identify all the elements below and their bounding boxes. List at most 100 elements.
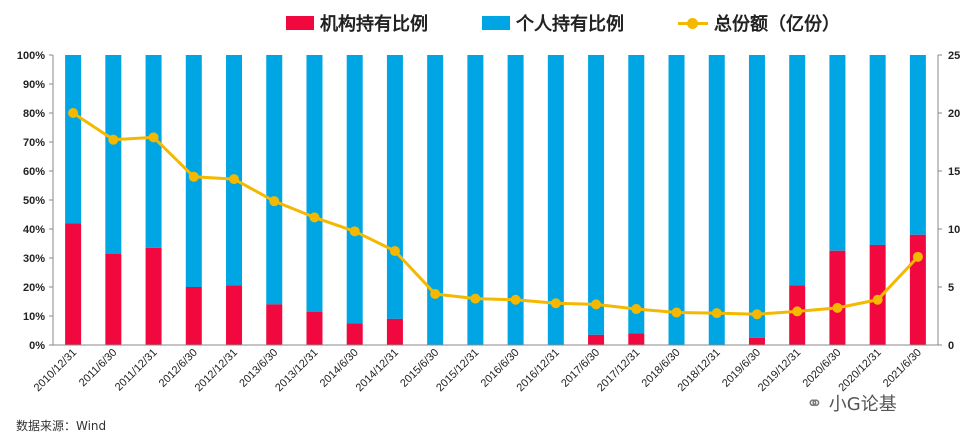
bar-institution <box>105 253 122 345</box>
bar-institution <box>65 223 82 345</box>
y-right-tick-label: 15 <box>948 166 960 178</box>
bar-institution <box>909 234 926 345</box>
point-total-shares <box>792 306 803 317</box>
bar-individual <box>628 55 645 334</box>
bar-individual <box>105 55 122 254</box>
bar-institution <box>185 287 202 345</box>
x-tick-label: 2014/12/31 <box>354 347 401 394</box>
x-tick-label: 2020/6/30 <box>800 347 843 390</box>
bar-individual <box>789 55 806 286</box>
point-total-shares <box>309 212 320 223</box>
bar-individual <box>306 55 323 312</box>
y-right-tick-label: 20 <box>948 108 960 120</box>
bar-institution <box>306 311 323 345</box>
point-total-shares <box>912 251 923 262</box>
bar-individual <box>507 55 524 345</box>
data-source-note: 数据来源：Wind <box>16 419 107 433</box>
y-left-tick-label: 10% <box>23 311 45 323</box>
y-right-tick-label: 25 <box>948 50 960 62</box>
bar-institution <box>386 318 403 345</box>
bar-individual <box>145 55 162 248</box>
watermark: ⚭ 小G论基 <box>806 390 897 416</box>
bar-individual <box>346 55 363 324</box>
bar-institution <box>628 333 645 345</box>
x-tick-label: 2012/12/31 <box>193 347 240 394</box>
bar-individual <box>226 55 243 286</box>
y-right-tick-label: 5 <box>948 282 954 294</box>
legend-label-institution: 机构持有比例 <box>320 14 428 35</box>
chart-legend: 机构持有比例 个人持有比例 总份额（亿份） <box>0 10 976 38</box>
x-tick-label: 2011/6/30 <box>77 347 120 390</box>
x-tick-label: 2016/12/31 <box>515 347 562 394</box>
bar-individual <box>266 55 283 305</box>
y-left-tick-label: 50% <box>23 195 45 207</box>
legend-item-institution: 机构持有比例 <box>286 10 428 36</box>
x-tick-label: 2016/6/30 <box>479 347 522 390</box>
legend-swatch-total-shares <box>678 16 708 30</box>
point-total-shares <box>872 294 883 305</box>
y-left-tick-label: 60% <box>23 166 45 178</box>
line-total-shares <box>72 111 919 316</box>
point-total-shares <box>591 299 602 310</box>
x-tick-label: 2012/6/30 <box>157 347 200 390</box>
x-tick-label: 2018/6/30 <box>640 347 683 390</box>
bar-individual <box>909 55 926 235</box>
x-tick-label: 2010/12/31 <box>32 347 79 394</box>
bar-individual <box>869 55 886 245</box>
y-left-tick-label: 70% <box>23 137 45 149</box>
point-total-shares <box>751 309 762 320</box>
bar-institution <box>145 247 162 345</box>
point-total-shares <box>188 171 199 182</box>
y-left-tick-label: 80% <box>23 108 45 120</box>
x-tick-label: 2017/12/31 <box>595 347 642 394</box>
point-total-shares <box>430 288 441 299</box>
point-total-shares <box>510 294 521 305</box>
bar-institution <box>748 337 765 345</box>
point-total-shares <box>269 196 280 207</box>
bar-individual <box>427 55 444 345</box>
point-total-shares <box>229 174 240 185</box>
point-total-shares <box>550 298 561 309</box>
bar-individual <box>65 55 82 224</box>
y-right-tick-label: 10 <box>948 224 960 236</box>
bar-individual <box>386 55 403 319</box>
y-left-tick-label: 40% <box>23 224 45 236</box>
y-left-tick-label: 0% <box>29 340 45 352</box>
bar-institution <box>226 285 243 345</box>
x-tick-label: 2019/6/30 <box>720 347 763 390</box>
point-total-shares <box>349 226 360 237</box>
point-total-shares <box>711 308 722 319</box>
legend-swatch-institution <box>286 16 314 30</box>
point-total-shares <box>389 246 400 257</box>
x-tick-label: 2015/12/31 <box>434 347 481 394</box>
bar-institution <box>588 334 605 345</box>
x-tick-label: 2018/12/31 <box>675 347 722 394</box>
legend-swatch-individual <box>482 16 510 30</box>
legend-item-individual: 个人持有比例 <box>482 10 624 36</box>
x-tick-label: 2013/12/31 <box>273 347 320 394</box>
x-tick-label: 2017/6/30 <box>559 347 602 390</box>
bar-individual <box>185 55 202 287</box>
x-tick-label: 2015/6/30 <box>398 347 441 390</box>
x-tick-label: 2013/6/30 <box>237 347 280 390</box>
point-total-shares <box>148 132 159 143</box>
point-total-shares <box>108 134 119 145</box>
bar-individual <box>748 55 765 338</box>
y-left-tick-label: 90% <box>23 79 45 91</box>
legend-label-total-shares: 总份额（亿份） <box>714 14 840 35</box>
y-left-tick-label: 30% <box>23 253 45 265</box>
bar-individual <box>467 55 484 345</box>
x-tick-label: 2014/6/30 <box>318 347 361 390</box>
y-left-tick-label: 100% <box>17 50 45 62</box>
x-tick-label: 2019/12/31 <box>756 347 803 394</box>
bar-institution <box>829 250 846 345</box>
legend-item-total-shares: 总份额（亿份） <box>678 10 840 36</box>
bar-individual <box>668 55 685 345</box>
wechat-icon: ⚭ <box>806 391 823 415</box>
bar-institution <box>266 304 283 345</box>
y-right-tick-label: 0 <box>948 340 954 352</box>
bar-individual <box>588 55 605 335</box>
x-tick-label: 2021/6/30 <box>881 347 924 390</box>
legend-label-individual: 个人持有比例 <box>516 14 624 35</box>
